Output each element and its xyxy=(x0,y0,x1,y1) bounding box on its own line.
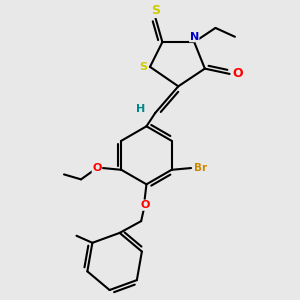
Text: O: O xyxy=(92,163,102,173)
Text: S: S xyxy=(151,4,160,17)
Text: S: S xyxy=(140,62,148,72)
Text: Br: Br xyxy=(194,163,208,173)
Text: O: O xyxy=(140,200,149,210)
Text: N: N xyxy=(190,32,199,42)
Text: H: H xyxy=(136,104,145,114)
Text: O: O xyxy=(232,68,243,80)
